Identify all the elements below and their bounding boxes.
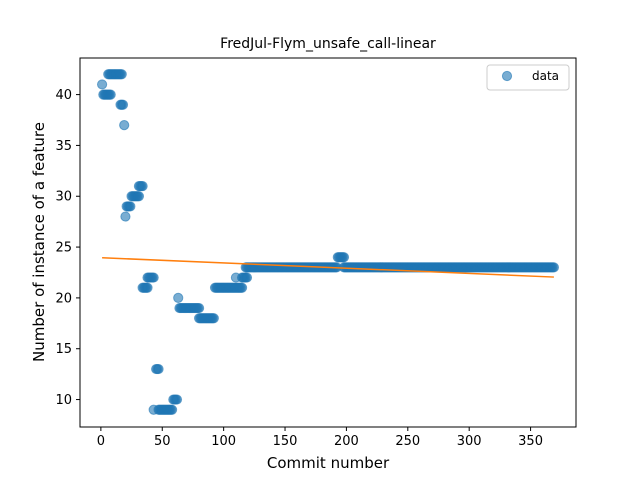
- legend-marker: [501, 70, 513, 82]
- data-point: [117, 99, 129, 110]
- data-point: [171, 394, 183, 405]
- data-point: [137, 180, 148, 192]
- data-point: [133, 191, 145, 202]
- data-point: [338, 252, 350, 263]
- plot-frame: [79, 57, 577, 428]
- x-tick-label: 300: [457, 434, 482, 449]
- fit-line-layer: [102, 256, 554, 278]
- data-point: [241, 272, 253, 283]
- x-tick-label: 0: [97, 434, 105, 449]
- data-point: [105, 89, 116, 100]
- data-points: [96, 69, 560, 415]
- x-tick-label: 100: [211, 434, 236, 449]
- x-tick-label: 250: [395, 434, 420, 449]
- data-point: [96, 79, 108, 90]
- fit-line: [102, 256, 554, 278]
- x-tick-label: 150: [273, 434, 298, 449]
- y-axis-label: Number of instance of a feature: [30, 122, 48, 362]
- y-tick-label: 40: [55, 88, 72, 103]
- y-axis-ticks: 10 15 20 25 30 35 40: [55, 88, 80, 408]
- data-point: [148, 272, 159, 283]
- data-point: [173, 292, 184, 304]
- data-point: [548, 262, 560, 273]
- data-point: [120, 211, 131, 222]
- x-tick-label: 350: [518, 434, 543, 449]
- data-point: [153, 363, 164, 375]
- y-tick-label: 30: [55, 190, 72, 205]
- data-point: [125, 201, 136, 212]
- data-point: [208, 313, 219, 324]
- legend: data: [486, 64, 570, 91]
- y-tick-label: 25: [55, 241, 72, 256]
- plot-area: [80, 58, 576, 427]
- data-point: [236, 282, 248, 293]
- y-tick-label: 35: [55, 139, 72, 154]
- y-tick-label: 10: [55, 393, 72, 408]
- y-tick-label: 20: [55, 291, 72, 306]
- data-point: [193, 302, 205, 314]
- x-axis-label: Commit number: [267, 454, 390, 472]
- legend-label: data: [532, 69, 559, 83]
- x-axis-ticks: 0 50 100 150 200 250 300 350: [97, 427, 543, 449]
- chart-title: FredJul-Flym_unsafe_call-linear: [220, 36, 436, 52]
- data-point: [142, 282, 153, 293]
- data-point: [119, 119, 130, 131]
- data-point: [166, 404, 178, 415]
- x-tick-label: 50: [154, 434, 171, 449]
- x-tick-label: 200: [334, 434, 359, 449]
- data-point: [116, 69, 127, 80]
- y-tick-label: 15: [55, 342, 72, 357]
